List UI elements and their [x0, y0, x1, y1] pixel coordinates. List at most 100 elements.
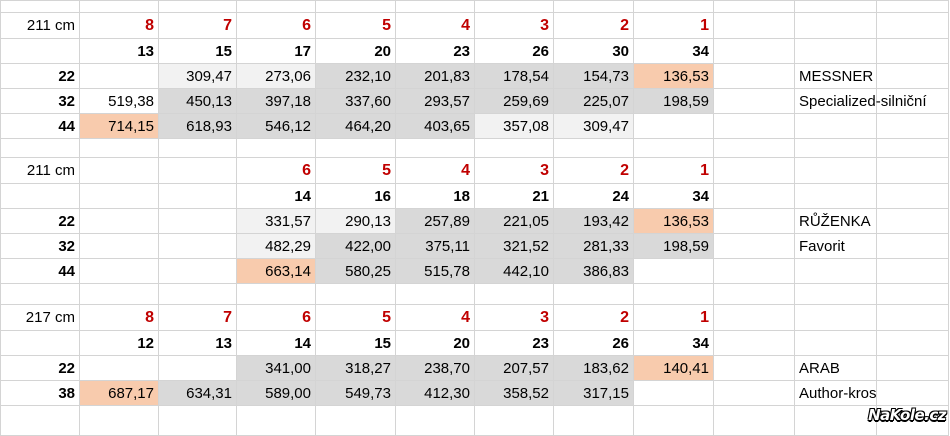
empty-cell[interactable]	[713, 113, 795, 139]
empty-cell[interactable]	[79, 0, 159, 13]
bike-name[interactable]: ARAB	[794, 355, 877, 381]
bike-name[interactable]: Author-kros	[794, 380, 877, 406]
cog-teeth[interactable]	[79, 183, 159, 209]
cog-teeth[interactable]: 17	[236, 38, 316, 64]
development-value[interactable]: 397,18	[236, 88, 316, 114]
gear-number[interactable]: 4	[395, 157, 475, 184]
development-value[interactable]: 321,52	[474, 233, 554, 259]
gear-number[interactable]	[158, 157, 237, 184]
empty-cell[interactable]	[713, 63, 795, 89]
development-value[interactable]: 519,38	[79, 88, 159, 114]
empty-cell[interactable]	[474, 138, 554, 158]
chainring-teeth[interactable]: 38	[0, 380, 80, 406]
development-value[interactable]: 331,57	[236, 208, 316, 234]
gear-number[interactable]: 8	[79, 12, 159, 39]
cog-teeth[interactable]: 14	[236, 183, 316, 209]
development-value[interactable]: 580,25	[315, 258, 396, 284]
empty-cell[interactable]	[713, 0, 795, 13]
empty-cell[interactable]	[633, 138, 714, 158]
empty-cell[interactable]	[553, 405, 634, 436]
empty-cell[interactable]	[633, 283, 714, 305]
development-value[interactable]: 136,53	[633, 208, 714, 234]
empty-cell[interactable]	[876, 12, 949, 39]
empty-cell[interactable]	[713, 258, 795, 284]
empty-cell[interactable]	[713, 183, 795, 209]
development-value[interactable]	[633, 113, 714, 139]
gear-number[interactable]: 5	[315, 304, 396, 331]
cog-teeth[interactable]: 34	[633, 330, 714, 356]
cog-teeth[interactable]: 18	[395, 183, 475, 209]
development-value[interactable]: 618,93	[158, 113, 237, 139]
empty-cell[interactable]	[794, 183, 877, 209]
development-value[interactable]	[633, 258, 714, 284]
gear-number[interactable]: 1	[633, 157, 714, 184]
gear-number[interactable]: 2	[553, 12, 634, 39]
empty-cell[interactable]	[79, 405, 159, 436]
bike-name[interactable]: RŮŽENKA	[794, 208, 877, 234]
development-value[interactable]: 273,06	[236, 63, 316, 89]
development-value[interactable]: 207,57	[474, 355, 554, 381]
empty-cell[interactable]	[876, 63, 949, 89]
empty-cell[interactable]	[553, 283, 634, 305]
gear-number[interactable]: 1	[633, 304, 714, 331]
gear-number[interactable]: 2	[553, 304, 634, 331]
empty-cell[interactable]	[395, 138, 475, 158]
empty-cell[interactable]	[395, 283, 475, 305]
empty-cell[interactable]	[553, 0, 634, 13]
cog-teeth[interactable]: 26	[553, 330, 634, 356]
empty-cell[interactable]	[794, 0, 877, 13]
empty-cell[interactable]	[876, 38, 949, 64]
gear-number[interactable]: 1	[633, 12, 714, 39]
development-value[interactable]: 634,31	[158, 380, 237, 406]
gear-number[interactable]: 7	[158, 12, 237, 39]
development-value[interactable]	[158, 258, 237, 284]
development-value[interactable]: 687,17	[79, 380, 159, 406]
empty-cell[interactable]	[876, 355, 949, 381]
empty-cell[interactable]	[876, 138, 949, 158]
wheel-circumference-label[interactable]: 211 cm	[0, 12, 80, 39]
development-value[interactable]: 337,60	[315, 88, 396, 114]
wheel-circumference-label[interactable]: 211 cm	[0, 157, 80, 184]
cog-teeth[interactable]: 34	[633, 183, 714, 209]
gear-number[interactable]: 4	[395, 12, 475, 39]
development-value[interactable]: 714,15	[79, 113, 159, 139]
gear-number[interactable]: 3	[474, 304, 554, 331]
empty-cell[interactable]	[876, 258, 949, 284]
empty-cell[interactable]	[876, 283, 949, 305]
gear-number[interactable]: 4	[395, 304, 475, 331]
development-value[interactable]: 442,10	[474, 258, 554, 284]
development-value[interactable]: 589,00	[236, 380, 316, 406]
cog-teeth[interactable]: 21	[474, 183, 554, 209]
empty-cell[interactable]	[713, 330, 795, 356]
gear-number[interactable]: 6	[236, 304, 316, 331]
empty-cell[interactable]	[713, 12, 795, 39]
gear-number[interactable]: 8	[79, 304, 159, 331]
development-value[interactable]: 140,41	[633, 355, 714, 381]
empty-cell[interactable]	[713, 233, 795, 259]
bike-name[interactable]	[794, 113, 877, 139]
empty-cell[interactable]	[794, 12, 877, 39]
cog-teeth[interactable]: 26	[474, 38, 554, 64]
development-value[interactable]: 663,14	[236, 258, 316, 284]
empty-cell[interactable]	[876, 208, 949, 234]
empty-cell[interactable]	[158, 138, 237, 158]
chainring-teeth[interactable]: 32	[0, 233, 80, 259]
gear-number[interactable]: 3	[474, 157, 554, 184]
cog-teeth[interactable]: 20	[395, 330, 475, 356]
empty-cell[interactable]	[713, 380, 795, 406]
cog-teeth[interactable]: 23	[395, 38, 475, 64]
development-value[interactable]: 259,69	[474, 88, 554, 114]
gear-number[interactable]: 5	[315, 157, 396, 184]
development-value[interactable]: 515,78	[395, 258, 475, 284]
development-value[interactable]: 281,33	[553, 233, 634, 259]
development-value[interactable]: 464,20	[315, 113, 396, 139]
empty-cell[interactable]	[876, 304, 949, 331]
empty-cell[interactable]	[0, 0, 80, 13]
empty-cell[interactable]	[474, 0, 554, 13]
empty-cell[interactable]	[713, 355, 795, 381]
empty-cell[interactable]	[876, 113, 949, 139]
gear-number[interactable]: 5	[315, 12, 396, 39]
cog-teeth[interactable]: 13	[79, 38, 159, 64]
development-value[interactable]: 183,62	[553, 355, 634, 381]
development-value[interactable]: 549,73	[315, 380, 396, 406]
